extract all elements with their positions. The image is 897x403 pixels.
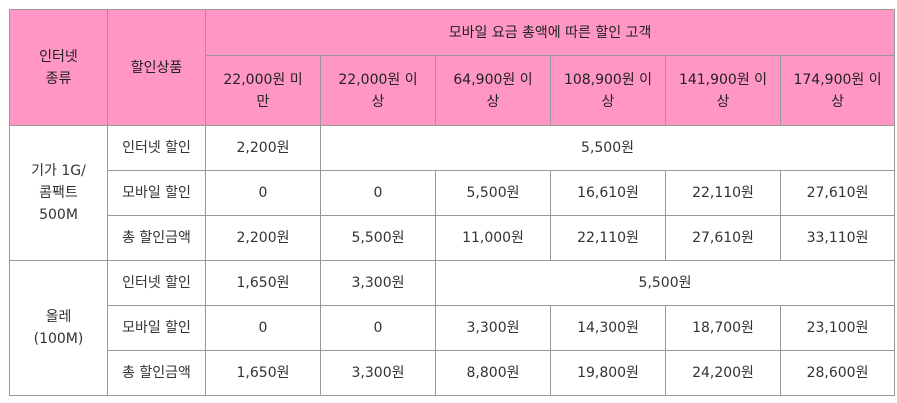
header-internet-type-line2: 종류: [45, 70, 72, 87]
row-label: 인터넷 할인: [107, 260, 206, 306]
table-cell: 14,300원: [550, 305, 666, 351]
table-cell: 18,700원: [665, 305, 781, 351]
table-cell: 0: [205, 170, 321, 216]
table-cell: 28,600원: [779, 350, 896, 396]
table-row: 총 할인금액 1,650원 3,300원 8,800원 19,800원 24,2…: [10, 350, 896, 396]
tier-1-line2: 만: [256, 93, 270, 110]
table-cell: 22,110원: [665, 170, 781, 216]
tier-5-line2: 상: [716, 93, 730, 110]
group-giga-line1: 기가 1G/: [31, 163, 86, 179]
table-row: 모바일 할인 0 0 3,300원 14,300원 18,700원 23,100…: [10, 305, 896, 351]
table-cell: 27,610원: [779, 170, 896, 216]
table-row: 기가 1G/ 콤팩트 500M 인터넷 할인 2,200원 5,500원: [9, 125, 896, 261]
table-row: 모바일 할인 0 0 5,500원 16,610원 22,110원 27,610…: [10, 170, 896, 216]
group-olleh-line2: (100M): [33, 331, 84, 347]
table-cell: 5,500원: [435, 170, 551, 216]
table-cell-merged: 5,500원: [319, 125, 896, 171]
row-label: 모바일 할인: [107, 305, 206, 351]
group-giga-line2: 콤팩트: [39, 185, 78, 201]
group-olleh-line1: 올레: [45, 309, 72, 325]
header-discount-product: 할인상품: [107, 9, 206, 126]
table-cell: 1,650원: [205, 350, 321, 396]
table-cell: 2,200원: [205, 125, 321, 171]
table-cell-merged: 5,500원: [434, 260, 896, 306]
table-cell: 3,300원: [435, 305, 551, 351]
table-row: 올레 (100M) 인터넷 할인 1,650원 3,300원 5,500원: [9, 260, 896, 396]
table-cell: 8,800원: [435, 350, 551, 396]
table-cell: 0: [320, 170, 436, 216]
tier-4-line1: 108,900원 이: [563, 71, 653, 88]
tier-5-line1: 141,900원 이: [678, 71, 768, 88]
table-cell: 27,610원: [665, 215, 781, 261]
tier-2-line1: 22,000원 이: [338, 71, 418, 88]
table-cell: 2,200원: [205, 215, 321, 261]
table-cell: 0: [320, 305, 436, 351]
group-giga-line3: 500M: [39, 207, 78, 223]
table-cell: 22,110원: [550, 215, 666, 261]
table-cell: 0: [205, 305, 321, 351]
discount-table: 인터넷 종류 할인상품 모바일 요금 총액에 따른 할인 고객 22,000원 …: [9, 9, 896, 396]
header-row-1: 인터넷 종류 할인상품 모바일 요금 총액에 따른 할인 고객: [9, 9, 896, 126]
header-group-title: 모바일 요금 총액에 따른 할인 고객: [204, 9, 896, 56]
row-label: 모바일 할인: [107, 170, 206, 216]
group-name-olleh: 올레 (100M): [9, 260, 108, 396]
table-cell: 33,110원: [779, 215, 896, 261]
tier-6-line1: 174,900원 이: [793, 71, 882, 88]
table-cell: 23,100원: [779, 305, 896, 351]
row-label: 인터넷 할인: [107, 125, 206, 171]
table-cell: 3,300원: [320, 350, 436, 396]
table-cell: 11,000원: [435, 215, 551, 261]
tier-3-line1: 64,900원 이: [453, 71, 533, 88]
header-internet-type: 인터넷 종류: [9, 9, 108, 126]
tier-6-line2: 상: [831, 93, 844, 110]
row-label: 총 할인금액: [107, 215, 206, 261]
tier-4-line2: 상: [601, 93, 615, 110]
table-cell: 5,500원: [320, 215, 436, 261]
table-row: 총 할인금액 2,200원 5,500원 11,000원 22,110원 27,…: [10, 215, 896, 261]
tier-3-line2: 상: [486, 93, 500, 110]
header-internet-type-line1: 인터넷: [39, 48, 78, 65]
table-cell: 3,300원: [320, 260, 436, 306]
group-name-giga: 기가 1G/ 콤팩트 500M: [9, 125, 108, 261]
table-cell: 16,610원: [550, 170, 666, 216]
table-cell: 19,800원: [550, 350, 666, 396]
discount-table-container: 인터넷 종류 할인상품 모바일 요금 총액에 따른 할인 고객 22,000원 …: [9, 9, 896, 396]
row-label: 총 할인금액: [107, 350, 206, 396]
table-cell: 1,650원: [205, 260, 321, 306]
tier-1-line1: 22,000원 미: [223, 71, 303, 88]
tier-2-line2: 상: [371, 93, 385, 110]
table-cell: 24,200원: [665, 350, 781, 396]
